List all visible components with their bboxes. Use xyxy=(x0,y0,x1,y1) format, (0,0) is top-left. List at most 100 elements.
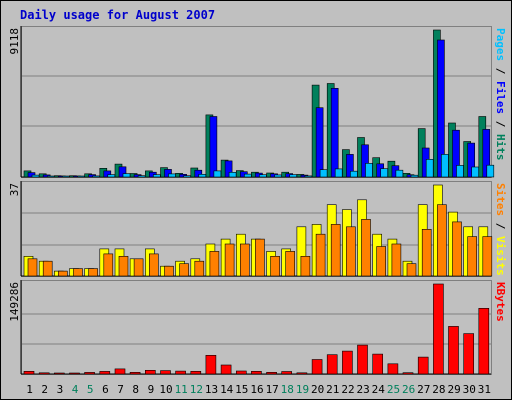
hits-bar-files-22 xyxy=(346,154,354,178)
hits-legend-part: / xyxy=(494,61,507,81)
x-axis-labels: 1 2 3 4 5 6 7 8 9 10 11 12 13 14 15 16 17 18 19 20 21 22 23 24 2… xyxy=(26,383,491,396)
hits-bar-pages-14 xyxy=(228,172,237,178)
kbytes-bar-kbytes-25 xyxy=(387,363,399,375)
kbytes-bar-kbytes-29 xyxy=(448,326,459,375)
kbytes-bar-kbytes-8 xyxy=(129,371,141,375)
hits-bar-files-23 xyxy=(361,144,369,178)
hits-bar-pages-17 xyxy=(274,174,282,178)
hits-series-files xyxy=(27,39,491,178)
x-tick-label-11: 11 xyxy=(175,383,188,396)
x-tick-label-18: 18 xyxy=(281,383,294,396)
visits-legend-part: / xyxy=(494,216,507,236)
kbytes-bar-kbytes-27 xyxy=(417,356,429,375)
kbytes-panel: 149286 KBytes xyxy=(8,280,507,375)
visits-legend-part: Visits xyxy=(494,236,507,276)
hits-bar-pages-21 xyxy=(334,168,343,178)
kbytes-bar-kbytes-16 xyxy=(251,370,262,375)
hits-legend-label: Pages / Files / Hits xyxy=(494,28,507,161)
x-tick-label-5: 5 xyxy=(87,383,94,396)
kbytes-max-label: 149286 xyxy=(8,282,21,322)
visits-series-sites xyxy=(27,204,493,277)
visits-bar-sites-27 xyxy=(421,229,432,277)
visits-bar-sites-24 xyxy=(376,246,387,277)
visits-bar-sites-13 xyxy=(209,251,220,277)
x-tick-label-20: 20 xyxy=(311,383,324,396)
kbytes-bar-kbytes-5 xyxy=(84,372,95,375)
hits-bar-pages-11 xyxy=(183,175,191,178)
visits-bar-sites-6 xyxy=(103,253,114,277)
hits-bar-files-6 xyxy=(103,170,112,178)
visits-bar-sites-3 xyxy=(57,270,68,277)
hits-bar-files-7 xyxy=(118,166,127,178)
kbytes-bar-kbytes-30 xyxy=(463,333,475,375)
kbytes-bar-kbytes-22 xyxy=(342,350,353,375)
visits-bar-sites-7 xyxy=(118,255,129,277)
x-tick-label-1: 1 xyxy=(26,383,33,396)
kbytes-bar-kbytes-24 xyxy=(372,353,384,375)
x-tick-label-25: 25 xyxy=(387,383,400,396)
kbytes-bar-kbytes-14 xyxy=(220,364,232,375)
x-tick-label-9: 9 xyxy=(148,383,155,396)
x-tick-label-17: 17 xyxy=(266,383,279,396)
visits-bar-sites-21 xyxy=(330,224,341,277)
hits-series-hits xyxy=(23,29,487,178)
x-tick-label-16: 16 xyxy=(250,383,263,396)
hits-legend-part: Pages xyxy=(494,28,507,61)
visits-bar-sites-28 xyxy=(437,204,447,277)
kbytes-bar-kbytes-15 xyxy=(236,370,247,375)
hits-bar-pages-18 xyxy=(289,174,298,178)
visits-bar-sites-17 xyxy=(270,255,280,277)
hits-legend-part: Files xyxy=(494,81,507,114)
hits-bar-pages-13 xyxy=(213,170,222,178)
x-tick-label-27: 27 xyxy=(417,383,430,396)
visits-bar-sites-30 xyxy=(467,236,478,277)
kbytes-bar-kbytes-28 xyxy=(433,283,444,375)
x-tick-label-28: 28 xyxy=(432,383,445,396)
visits-max-label: 37 xyxy=(8,183,21,196)
hits-bar-pages-29 xyxy=(456,165,464,178)
hits-bar-files-21 xyxy=(330,88,339,178)
visits-bar-sites-16 xyxy=(255,238,265,277)
panels: 9118 Pages / Files / Hits 37 Sites / Visits… xyxy=(8,26,507,375)
kbytes-bar-kbytes-21 xyxy=(326,354,338,375)
hits-panel: 9118 Pages / Files / Hits xyxy=(8,26,507,178)
kbytes-panel-border xyxy=(21,280,492,375)
visits-bar-sites-5 xyxy=(88,268,98,277)
kbytes-bar-kbytes-1 xyxy=(23,370,35,375)
hits-bar-pages-20 xyxy=(319,169,328,178)
hits-bar-pages-3 xyxy=(61,175,70,178)
kbytes-legend-label: KBytes xyxy=(494,282,507,322)
x-tick-label-29: 29 xyxy=(447,383,460,396)
kbytes-bar-kbytes-9 xyxy=(145,369,156,375)
x-tick-label-23: 23 xyxy=(356,383,369,396)
visits-bar-sites-19 xyxy=(300,255,311,277)
kbytes-bar-kbytes-6 xyxy=(99,371,111,375)
visits-bar-sites-14 xyxy=(224,243,235,277)
kbytes-bar-kbytes-20 xyxy=(311,359,323,375)
visits-bar-sites-22 xyxy=(346,226,356,277)
hits-bar-files-31 xyxy=(482,129,491,178)
hits-bar-pages-12 xyxy=(198,174,207,178)
hits-bar-files-20 xyxy=(315,107,324,178)
kbytes-bar-kbytes-26 xyxy=(402,372,414,375)
kbytes-bar-kbytes-10 xyxy=(160,370,171,375)
x-tick-label-22: 22 xyxy=(341,383,354,396)
x-tick-label-7: 7 xyxy=(117,383,124,396)
hits-bar-pages-19 xyxy=(304,175,313,178)
hits-bar-pages-30 xyxy=(471,166,480,178)
visits-bar-sites-4 xyxy=(73,268,83,277)
x-tick-label-8: 8 xyxy=(132,383,139,396)
visits-bar-sites-18 xyxy=(285,251,296,277)
hits-bar-pages-15 xyxy=(244,173,252,178)
kbytes-bar-kbytes-13 xyxy=(205,354,217,375)
visits-bar-sites-11 xyxy=(179,263,189,277)
visits-bar-sites-10 xyxy=(164,265,174,277)
x-tick-label-24: 24 xyxy=(372,383,386,396)
visits-bar-sites-23 xyxy=(361,219,371,277)
kbytes-series-kbytes xyxy=(23,283,490,375)
hits-bar-files-12 xyxy=(194,169,203,178)
kbytes-bar-kbytes-17 xyxy=(266,371,277,375)
visits-bar-sites-2 xyxy=(42,260,53,277)
x-tick-label-3: 3 xyxy=(57,383,64,396)
